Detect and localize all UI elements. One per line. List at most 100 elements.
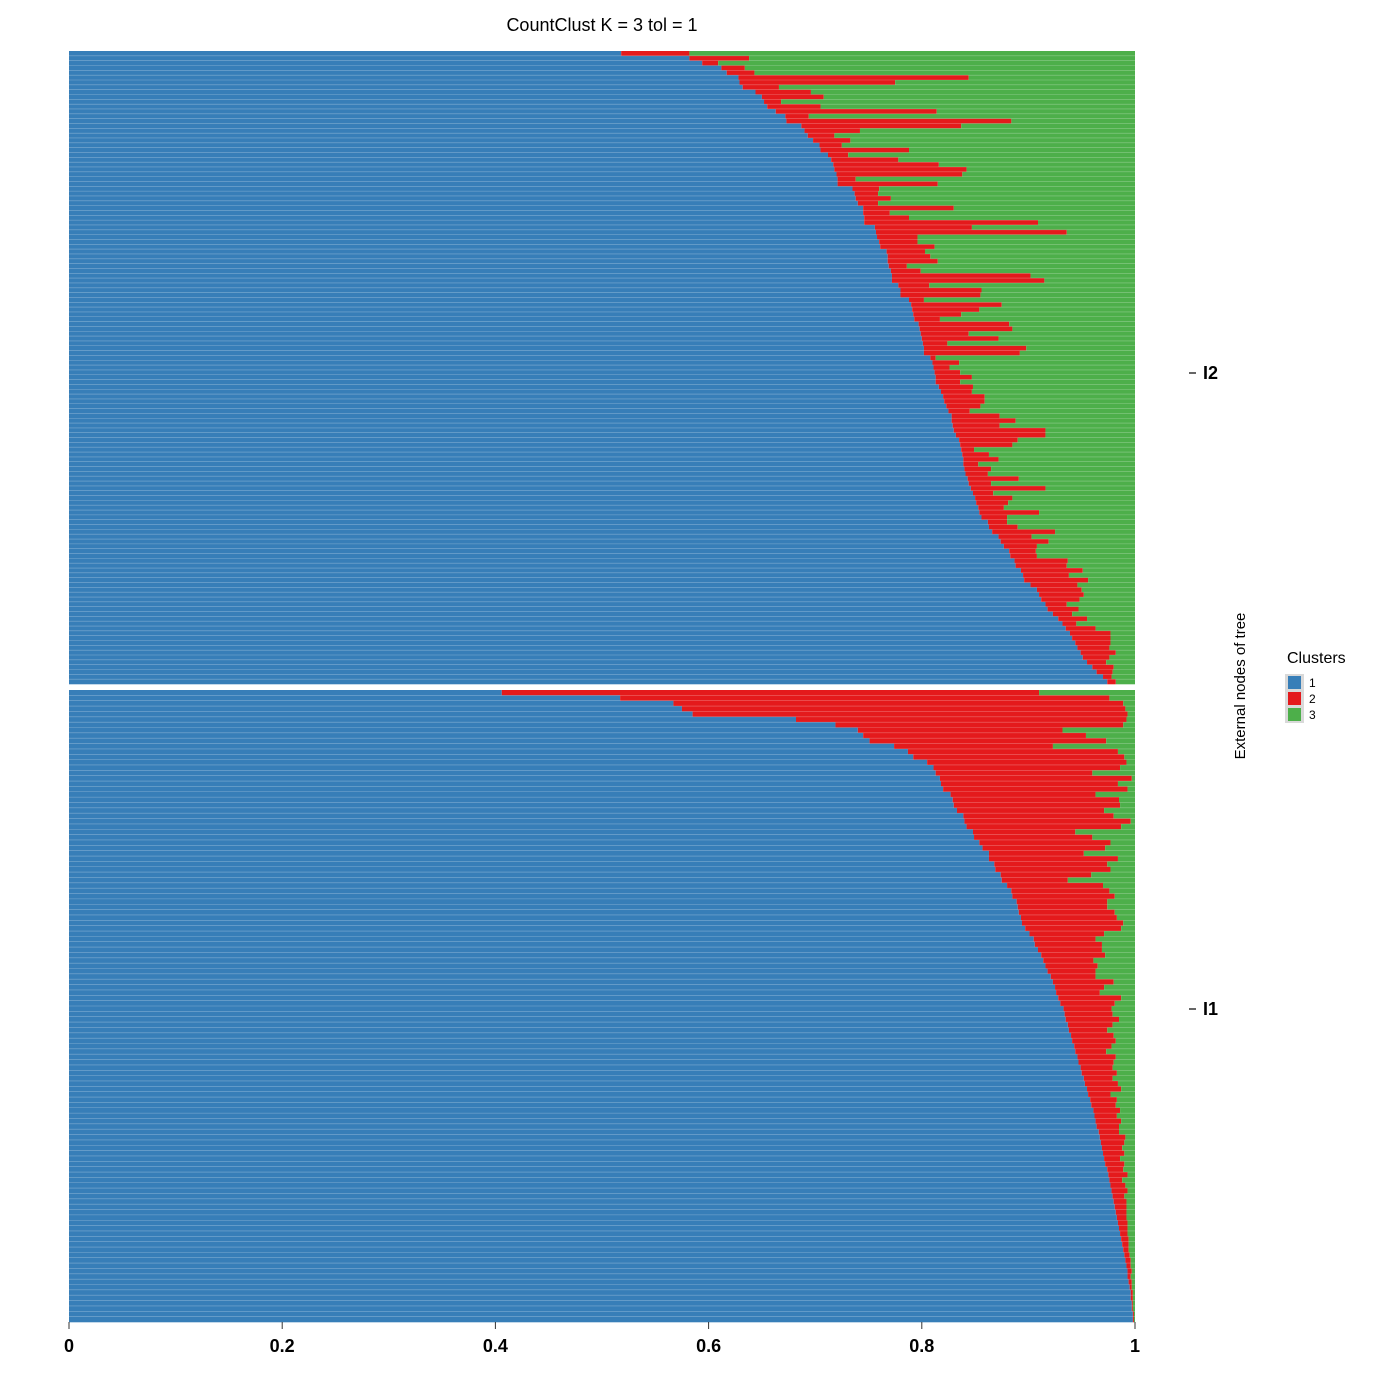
bar-segment-cluster-2 — [1082, 655, 1110, 661]
sample-bar — [69, 946, 1135, 953]
bar-segment-cluster-3 — [1124, 1161, 1135, 1167]
sample-bar — [69, 572, 1135, 578]
bar-segment-cluster-3 — [1107, 861, 1135, 868]
bar-segment-cluster-2 — [877, 234, 918, 240]
bar-segment-cluster-2 — [1067, 1022, 1113, 1028]
bar-segment-cluster-2 — [891, 278, 1045, 284]
sample-bar — [69, 973, 1135, 980]
bar-segment-cluster-1 — [69, 823, 967, 830]
x-tick-label: 1 — [1130, 1336, 1140, 1356]
sample-bar — [69, 442, 1135, 448]
sample-bar — [69, 398, 1135, 405]
bar-segment-cluster-1 — [69, 539, 1001, 545]
bar-segment-cluster-3 — [1117, 748, 1135, 755]
bar-segment-cluster-1 — [69, 716, 797, 723]
sample-bar — [69, 166, 1135, 173]
bar-segment-cluster-2 — [953, 802, 1121, 809]
sample-bar — [69, 1086, 1135, 1092]
sample-bar — [69, 306, 1135, 313]
sample-bar — [69, 301, 1135, 308]
sample-bar — [69, 1273, 1135, 1280]
bar-segment-cluster-1 — [69, 850, 989, 857]
bar-segment-cluster-2 — [1058, 616, 1088, 622]
sample-bar — [69, 171, 1135, 177]
bar-segment-cluster-1 — [69, 558, 1015, 564]
sample-bar — [69, 1203, 1135, 1210]
bar-segment-cluster-3 — [1120, 802, 1135, 809]
bar-segment-cluster-2 — [1131, 1300, 1133, 1307]
bar-segment-cluster-2 — [950, 791, 1096, 798]
bar-segment-cluster-2 — [864, 220, 1038, 226]
bar-segment-cluster-3 — [1012, 442, 1135, 448]
bar-segment-cluster-2 — [912, 307, 980, 313]
bar-segment-cluster-3 — [1110, 866, 1135, 873]
bar-segment-cluster-1 — [69, 813, 964, 819]
sample-bar — [69, 920, 1135, 926]
bar-segment-cluster-3 — [1039, 510, 1135, 516]
bar-segment-cluster-2 — [1080, 1064, 1113, 1071]
bar-segment-cluster-2 — [972, 829, 1076, 835]
bar-segment-cluster-1 — [69, 268, 891, 274]
facet-labels: I2 I1 — [1189, 363, 1218, 1019]
bar-segment-cluster-1 — [69, 1139, 1101, 1146]
bar-segment-cluster-2 — [852, 186, 880, 192]
sample-bar — [69, 84, 1135, 90]
bar-segment-cluster-2 — [911, 302, 1002, 308]
bar-segment-cluster-1 — [69, 94, 762, 100]
sample-bar — [69, 384, 1135, 390]
bar-segment-cluster-3 — [1114, 1000, 1135, 1007]
bar-segment-cluster-3 — [1111, 1006, 1135, 1012]
bar-segment-cluster-2 — [863, 732, 1086, 739]
bar-segment-cluster-3 — [1121, 995, 1135, 1001]
bar-segment-cluster-3 — [1125, 706, 1135, 712]
bar-segment-cluster-2 — [918, 321, 1010, 327]
bar-segment-cluster-1 — [69, 722, 836, 728]
bar-segment-cluster-1 — [69, 481, 969, 487]
sample-bar — [69, 909, 1135, 916]
bar-segment-cluster-3 — [841, 142, 1135, 148]
bar-segment-cluster-2 — [1131, 1305, 1133, 1312]
bar-segment-cluster-1 — [69, 1075, 1084, 1082]
sample-bar — [69, 930, 1135, 937]
bar-segment-cluster-3 — [1037, 220, 1135, 226]
bar-segment-cluster-3 — [984, 394, 1135, 400]
sample-bar — [69, 562, 1135, 569]
sample-bar — [69, 984, 1135, 991]
sample-bar — [69, 1219, 1135, 1226]
sample-bar — [69, 1037, 1135, 1044]
bar-segment-cluster-1 — [69, 133, 808, 139]
bar-segment-cluster-1 — [69, 345, 924, 351]
sample-bar — [69, 914, 1135, 921]
bar-segment-cluster-2 — [767, 104, 821, 110]
bar-segment-cluster-1 — [69, 770, 936, 776]
sample-bar — [69, 321, 1135, 327]
bar-segment-cluster-3 — [906, 263, 1135, 269]
sample-bar — [69, 1080, 1135, 1087]
bar-segment-cluster-2 — [914, 316, 940, 322]
bar-segment-cluster-2 — [1075, 640, 1111, 646]
bar-segment-cluster-3 — [1097, 963, 1135, 969]
bar-segment-cluster-3 — [1092, 834, 1135, 841]
bar-segment-cluster-3 — [1003, 505, 1135, 511]
bar-segment-cluster-2 — [689, 55, 750, 61]
sample-bar — [69, 871, 1135, 878]
bar-segment-cluster-2 — [959, 437, 1018, 443]
bar-segment-cluster-2 — [1108, 1172, 1128, 1178]
bar-segment-cluster-1 — [69, 543, 1004, 549]
bar-segment-cluster-3 — [1131, 1284, 1135, 1291]
sample-bar — [69, 340, 1135, 347]
bar-segment-cluster-3 — [1104, 807, 1135, 814]
bar-segment-cluster-3 — [1119, 797, 1135, 803]
bar-segment-cluster-3 — [1110, 839, 1135, 846]
sample-bar — [69, 65, 1135, 71]
sample-bar — [69, 1021, 1135, 1028]
bar-segment-cluster-1 — [69, 423, 953, 429]
bar-segment-cluster-3 — [935, 355, 1135, 361]
x-tick-label: 0.8 — [909, 1336, 934, 1356]
bar-segment-cluster-3 — [1128, 1247, 1135, 1253]
bar-segment-cluster-2 — [1096, 669, 1113, 675]
bar-segment-cluster-2 — [1124, 1252, 1130, 1259]
bar-segment-cluster-1 — [69, 65, 722, 71]
bar-segment-cluster-2 — [988, 856, 1118, 862]
bar-segment-cluster-2 — [951, 413, 1000, 419]
